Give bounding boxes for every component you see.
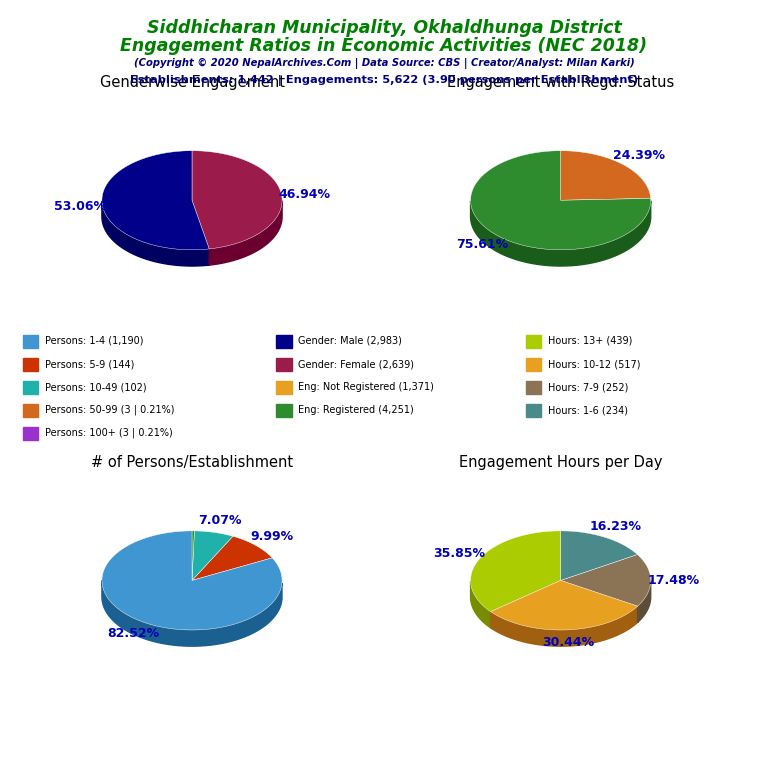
Polygon shape bbox=[192, 151, 282, 249]
Text: Gender: Female (2,639): Gender: Female (2,639) bbox=[298, 359, 414, 369]
Polygon shape bbox=[561, 554, 650, 606]
Title: # of Persons/Establishment: # of Persons/Establishment bbox=[91, 455, 293, 470]
Text: Persons: 100+ (3 | 0.21%): Persons: 100+ (3 | 0.21%) bbox=[45, 428, 172, 439]
Text: 7.07%: 7.07% bbox=[198, 514, 241, 527]
Text: Establishments: 1,442 | Engagements: 5,622 (3.90 persons per Establishment): Establishments: 1,442 | Engagements: 5,6… bbox=[130, 75, 638, 86]
Text: 16.23%: 16.23% bbox=[590, 520, 641, 533]
Text: 82.52%: 82.52% bbox=[108, 627, 159, 640]
Text: 53.06%: 53.06% bbox=[54, 200, 106, 213]
Polygon shape bbox=[471, 151, 650, 250]
Polygon shape bbox=[471, 581, 491, 628]
Text: Siddhicharan Municipality, Okhaldhunga District: Siddhicharan Municipality, Okhaldhunga D… bbox=[147, 19, 621, 37]
Text: Eng: Registered (4,251): Eng: Registered (4,251) bbox=[298, 405, 414, 415]
Title: Engagement Hours per Day: Engagement Hours per Day bbox=[459, 455, 662, 470]
Text: 35.85%: 35.85% bbox=[433, 548, 485, 561]
Text: Eng: Not Registered (1,371): Eng: Not Registered (1,371) bbox=[298, 382, 434, 392]
Polygon shape bbox=[209, 200, 282, 265]
Polygon shape bbox=[471, 200, 650, 266]
Polygon shape bbox=[561, 531, 637, 581]
Polygon shape bbox=[192, 536, 272, 581]
Text: Hours: 7-9 (252): Hours: 7-9 (252) bbox=[548, 382, 628, 392]
Polygon shape bbox=[192, 531, 194, 581]
Text: Persons: 50-99 (3 | 0.21%): Persons: 50-99 (3 | 0.21%) bbox=[45, 405, 174, 415]
Polygon shape bbox=[637, 581, 650, 622]
Polygon shape bbox=[102, 151, 209, 250]
Text: 75.61%: 75.61% bbox=[456, 238, 508, 251]
Text: 46.94%: 46.94% bbox=[278, 188, 330, 200]
Polygon shape bbox=[102, 201, 209, 266]
Text: Hours: 13+ (439): Hours: 13+ (439) bbox=[548, 336, 632, 346]
Polygon shape bbox=[491, 606, 637, 646]
Polygon shape bbox=[471, 531, 561, 611]
Text: Gender: Male (2,983): Gender: Male (2,983) bbox=[298, 336, 402, 346]
Text: (Copyright © 2020 NepalArchives.Com | Data Source: CBS | Creator/Analyst: Milan : (Copyright © 2020 NepalArchives.Com | Da… bbox=[134, 58, 634, 69]
Polygon shape bbox=[491, 581, 637, 630]
Text: Persons: 5-9 (144): Persons: 5-9 (144) bbox=[45, 359, 134, 369]
Text: 30.44%: 30.44% bbox=[542, 636, 594, 649]
Text: 24.39%: 24.39% bbox=[613, 149, 665, 162]
Text: Persons: 10-49 (102): Persons: 10-49 (102) bbox=[45, 382, 146, 392]
Polygon shape bbox=[102, 581, 282, 646]
Polygon shape bbox=[561, 151, 650, 200]
Text: Hours: 10-12 (517): Hours: 10-12 (517) bbox=[548, 359, 640, 369]
Title: Genderwise Engagement: Genderwise Engagement bbox=[100, 74, 284, 90]
Title: Engagement with Regd. Status: Engagement with Regd. Status bbox=[447, 74, 674, 90]
Text: Hours: 1-6 (234): Hours: 1-6 (234) bbox=[548, 405, 627, 415]
Text: 17.48%: 17.48% bbox=[647, 574, 700, 587]
Text: Persons: 1-4 (1,190): Persons: 1-4 (1,190) bbox=[45, 336, 143, 346]
Text: 9.99%: 9.99% bbox=[250, 530, 293, 543]
Text: Engagement Ratios in Economic Activities (NEC 2018): Engagement Ratios in Economic Activities… bbox=[121, 37, 647, 55]
Polygon shape bbox=[192, 531, 233, 581]
Polygon shape bbox=[102, 531, 282, 630]
